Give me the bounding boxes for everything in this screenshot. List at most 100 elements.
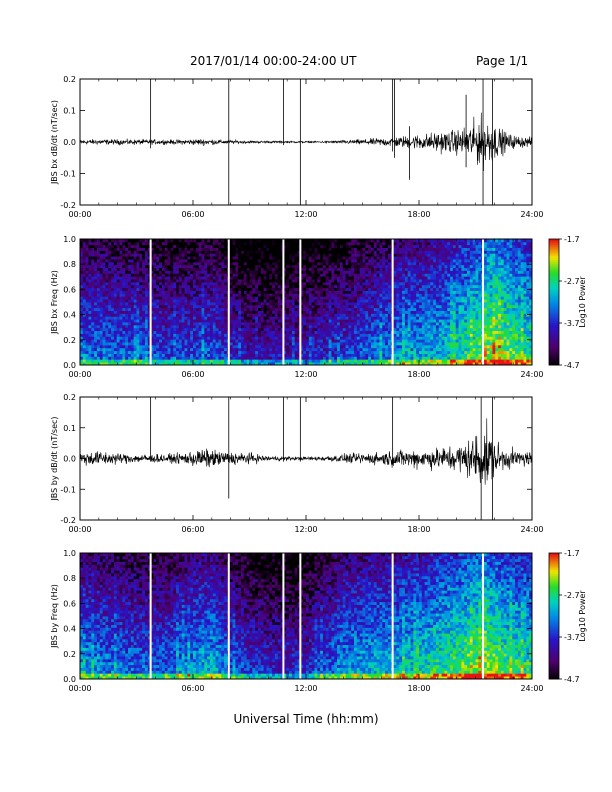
spectrogram-cell bbox=[317, 336, 321, 340]
spectrogram-cell bbox=[130, 270, 135, 274]
spectrogram-cell bbox=[376, 342, 380, 346]
spectrogram-cell bbox=[238, 330, 242, 334]
spectrogram-cell bbox=[136, 330, 140, 334]
spectrogram-cell bbox=[80, 279, 84, 283]
spectrogram-cell bbox=[345, 290, 349, 294]
spectrogram-cell bbox=[354, 287, 358, 291]
spectrogram-cell bbox=[156, 250, 160, 254]
spectrogram-cell bbox=[283, 353, 287, 357]
spectrogram-cell bbox=[331, 356, 335, 360]
spectrogram-cell bbox=[128, 247, 132, 251]
spectrogram-cell bbox=[150, 241, 154, 246]
spectrogram-cell bbox=[359, 270, 363, 274]
spectrogram-cell bbox=[303, 296, 307, 300]
spectrogram-cell bbox=[193, 276, 197, 280]
spectrogram-cell bbox=[325, 327, 329, 332]
spectrogram-cell bbox=[133, 330, 137, 334]
spectrogram-cell bbox=[212, 290, 217, 294]
spectrogram-cell bbox=[320, 353, 324, 357]
spectrogram-cell bbox=[80, 241, 84, 246]
spectrogram-cell bbox=[260, 290, 265, 294]
spectrogram-cell bbox=[147, 362, 152, 366]
spectrogram-cell bbox=[294, 313, 298, 317]
spectrogram-cell bbox=[133, 276, 137, 280]
spectrogram-cell bbox=[94, 270, 98, 274]
spectrogram-cell bbox=[308, 287, 313, 291]
spectrogram-cell bbox=[139, 353, 143, 357]
spectrogram-cell bbox=[359, 356, 363, 360]
spectrogram-cell bbox=[274, 342, 279, 346]
spectrogram-cell bbox=[252, 319, 256, 323]
spectrogram-cell bbox=[246, 293, 250, 297]
spectrogram-cell bbox=[354, 362, 358, 366]
spectrogram-cell bbox=[334, 336, 338, 340]
spectrogram-cell bbox=[159, 284, 163, 289]
spectrogram-cell bbox=[359, 259, 363, 263]
spectrogram-cell bbox=[195, 319, 200, 323]
spectrogram-cell bbox=[348, 333, 352, 337]
spectrogram-cell bbox=[125, 350, 129, 354]
spectrogram-cell bbox=[241, 339, 245, 343]
spectrogram-cell bbox=[128, 293, 132, 297]
spectrogram-cell bbox=[80, 299, 84, 303]
spectrogram-cell bbox=[370, 310, 375, 314]
spectrogram-cell bbox=[119, 296, 123, 300]
spectrogram-cell bbox=[128, 324, 132, 329]
spectrogram-cell bbox=[342, 290, 346, 294]
spectrogram-cell bbox=[229, 313, 233, 317]
spectrogram-cell bbox=[373, 293, 378, 297]
spectrogram-cell bbox=[263, 304, 267, 309]
spectrogram-cell bbox=[221, 244, 225, 248]
spectrogram-cell bbox=[150, 310, 154, 314]
spectrogram-cell bbox=[116, 304, 120, 309]
spectrogram-cell bbox=[241, 347, 245, 352]
spectrogram-cell bbox=[348, 276, 352, 280]
spectrogram-cell bbox=[221, 259, 225, 263]
spectrogram-cell bbox=[142, 327, 146, 332]
spectrogram-cell bbox=[119, 302, 123, 306]
spectrogram-cell bbox=[113, 250, 118, 254]
spectrogram-cell bbox=[368, 353, 372, 357]
spectrogram-cell bbox=[263, 276, 267, 280]
spectrogram-cell bbox=[150, 327, 154, 332]
spectrogram-cell bbox=[195, 356, 200, 360]
spectrogram-cell bbox=[105, 310, 109, 314]
spectrogram-cell bbox=[291, 241, 296, 246]
spectrogram-cell bbox=[201, 276, 205, 280]
spectrogram-cell bbox=[96, 310, 101, 314]
spectrogram-cell bbox=[133, 244, 137, 248]
spectrogram-cell bbox=[334, 327, 338, 332]
spectrogram-cell bbox=[306, 241, 310, 246]
spectrogram-cell bbox=[187, 347, 191, 352]
spectrogram-cell bbox=[283, 336, 287, 340]
spectrogram-cell bbox=[317, 270, 321, 274]
spectrogram-cell bbox=[393, 302, 397, 306]
spectrogram-cell bbox=[317, 290, 321, 294]
spectrogram-cell bbox=[376, 350, 380, 354]
spectrogram-cell bbox=[156, 296, 160, 300]
spectrogram-cell bbox=[136, 324, 140, 329]
spectrogram-cell bbox=[116, 259, 120, 263]
spectrogram-cell bbox=[190, 359, 194, 363]
spectrogram-cell bbox=[317, 304, 321, 309]
spectrogram-cell bbox=[88, 264, 92, 269]
spectrogram-cell bbox=[116, 281, 120, 286]
spectrogram-cell bbox=[246, 270, 250, 274]
spectrogram-cell bbox=[142, 273, 146, 277]
spectrogram-cell bbox=[212, 327, 217, 332]
spectrogram-cell bbox=[130, 264, 135, 269]
spectrogram-cell bbox=[116, 247, 120, 251]
spectrogram-cell bbox=[373, 342, 378, 346]
spectrogram-cell bbox=[280, 347, 284, 352]
spectrogram-cell bbox=[266, 327, 270, 332]
spectrogram-cell bbox=[328, 333, 332, 337]
spectrogram-cell bbox=[159, 261, 163, 266]
spectrogram-cell bbox=[170, 296, 174, 300]
spectrogram-cell bbox=[283, 244, 287, 248]
spectrogram-cell bbox=[289, 284, 293, 289]
spectrogram-cell bbox=[382, 290, 386, 294]
spectrogram-cell bbox=[102, 239, 106, 243]
spectrogram-cell bbox=[184, 347, 188, 352]
spectrogram-cell bbox=[328, 344, 332, 349]
spectrogram-cell bbox=[164, 247, 168, 251]
